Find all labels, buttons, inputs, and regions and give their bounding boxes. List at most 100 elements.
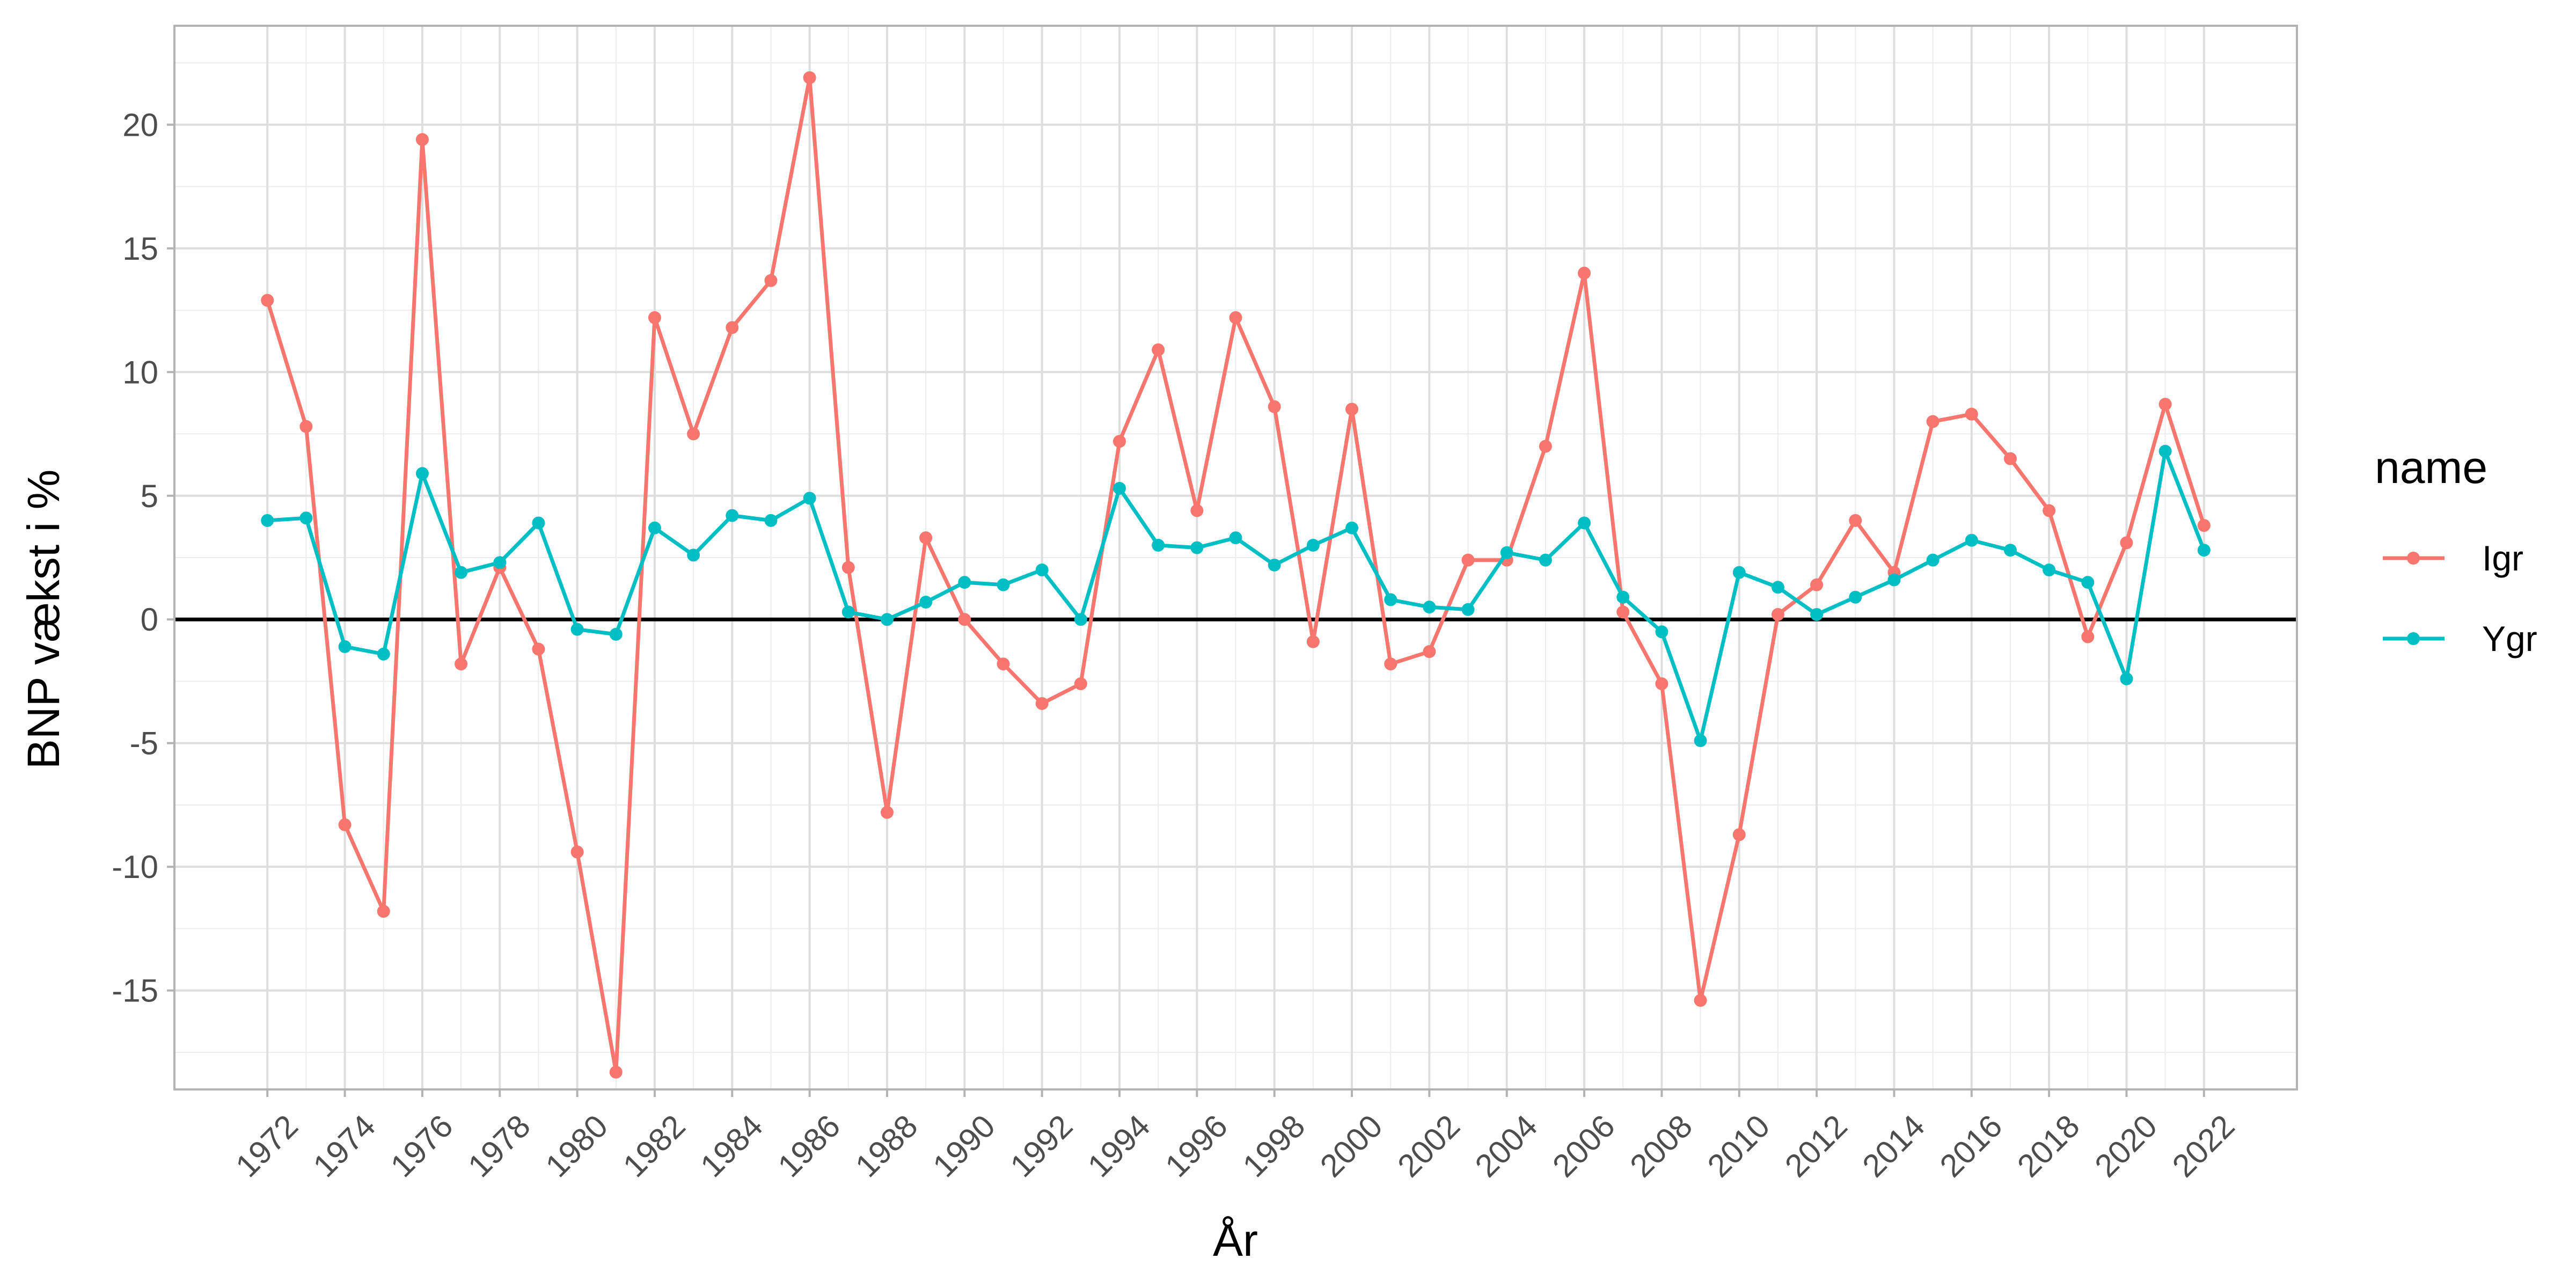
data-point-ygr (1190, 541, 1204, 554)
data-point-igr (1035, 697, 1049, 710)
data-point-igr (2003, 452, 2017, 465)
legend-key-point (2407, 632, 2420, 645)
y-tick-label: -10 (112, 849, 158, 885)
data-point-igr (1113, 435, 1126, 448)
y-tick-label: 10 (122, 354, 158, 390)
data-point-igr (1461, 553, 1475, 567)
data-point-ygr (1423, 601, 1436, 614)
data-point-igr (1268, 400, 1281, 413)
data-point-igr (1849, 514, 1862, 527)
data-point-ygr (609, 627, 623, 641)
data-point-igr (1732, 828, 1746, 841)
data-point-igr (609, 1065, 623, 1079)
data-point-ygr (1926, 553, 1940, 567)
legend-label: Igr (2482, 538, 2523, 578)
data-point-ygr (338, 640, 352, 653)
data-point-ygr (803, 492, 816, 505)
data-point-ygr (1229, 531, 1242, 545)
data-point-igr (455, 657, 468, 671)
data-point-igr (1926, 415, 1940, 428)
data-point-igr (1306, 635, 1320, 648)
data-point-igr (958, 613, 971, 626)
data-point-igr (1229, 311, 1242, 324)
data-point-ygr (2158, 444, 2172, 458)
data-point-igr (570, 845, 584, 859)
data-point-ygr (764, 514, 778, 527)
data-point-ygr (1152, 538, 1165, 552)
data-point-ygr (1771, 581, 1784, 594)
data-point-igr (1655, 677, 1668, 691)
data-point-ygr (919, 595, 933, 609)
y-tick-label: 5 (141, 478, 158, 514)
data-point-igr (1345, 402, 1359, 416)
data-point-igr (338, 818, 352, 831)
series-layer (261, 71, 2211, 1079)
data-point-ygr (958, 576, 971, 589)
data-point-ygr (2081, 576, 2095, 589)
data-point-igr (1152, 343, 1165, 356)
data-point-igr (726, 321, 739, 334)
legend: name Igr Ygr (2375, 442, 2537, 658)
data-point-igr (841, 561, 855, 574)
data-point-ygr (2043, 564, 2056, 577)
data-point-ygr (415, 467, 429, 480)
data-point-igr (764, 274, 778, 287)
data-point-igr (1578, 266, 1591, 280)
y-axis-title: BNP vækst i % (18, 470, 69, 770)
data-point-ygr (997, 578, 1010, 591)
data-point-ygr (1965, 533, 1978, 547)
data-point-ygr (1306, 538, 1320, 552)
y-tick-label: 0 (141, 602, 158, 638)
data-point-ygr (2120, 672, 2133, 685)
x-axis-title: År (1213, 1215, 1258, 1265)
y-tick-label: 20 (122, 107, 158, 143)
data-point-igr (1616, 605, 1630, 619)
data-point-ygr (1655, 625, 1668, 639)
series-ygr (261, 444, 2211, 748)
data-point-ygr (880, 613, 894, 626)
data-point-igr (2043, 504, 2056, 517)
data-point-igr (415, 133, 429, 147)
legend-title: name (2375, 442, 2487, 493)
data-point-ygr (1694, 734, 1707, 748)
data-point-igr (1384, 657, 1397, 671)
data-point-igr (1810, 578, 1824, 591)
data-point-ygr (648, 521, 661, 535)
data-point-ygr (726, 509, 739, 522)
data-point-igr (997, 657, 1010, 671)
data-point-igr (299, 420, 313, 433)
series-igr (261, 71, 2211, 1079)
data-point-ygr (687, 548, 700, 562)
data-point-ygr (299, 511, 313, 525)
y-axis: -15 -10 -5 0 5 10 15 20 (112, 107, 174, 1009)
data-point-igr (1965, 407, 1978, 421)
panel-border (173, 25, 2298, 1091)
data-point-igr (2197, 519, 2211, 532)
data-point-igr (377, 905, 390, 918)
legend-label: Ygr (2482, 619, 2537, 658)
y-tick-label: -15 (112, 973, 158, 1009)
data-point-igr (919, 531, 933, 545)
data-point-ygr (1035, 564, 1049, 577)
data-point-ygr (1500, 546, 1513, 559)
data-point-ygr (1268, 558, 1281, 572)
data-point-igr (1074, 677, 1087, 691)
data-point-ygr (1345, 521, 1359, 535)
data-point-ygr (1539, 553, 1552, 567)
data-point-igr (2120, 536, 2133, 550)
data-point-ygr (570, 623, 584, 636)
data-point-ygr (2197, 544, 2211, 557)
data-point-igr (2081, 630, 2095, 643)
y-tick-label: -5 (130, 726, 158, 762)
data-point-ygr (1810, 608, 1824, 621)
data-point-ygr (1732, 566, 1746, 579)
data-point-igr (648, 311, 661, 324)
data-point-igr (803, 71, 816, 84)
data-point-ygr (493, 556, 507, 569)
data-point-igr (1423, 645, 1436, 658)
data-point-igr (261, 294, 274, 307)
data-point-igr (2158, 398, 2172, 411)
data-point-ygr (1384, 593, 1397, 606)
data-point-ygr (377, 647, 390, 661)
